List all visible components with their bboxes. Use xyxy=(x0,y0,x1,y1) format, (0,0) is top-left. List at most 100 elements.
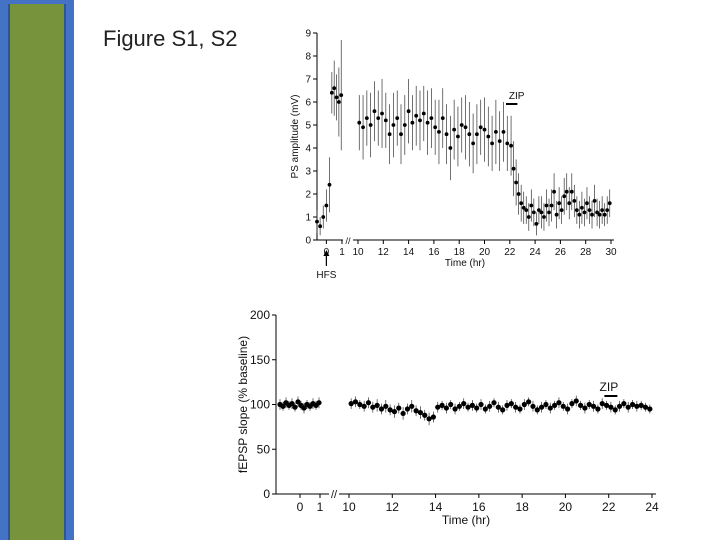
data-point xyxy=(463,125,468,130)
x-tick-label: 24 xyxy=(530,247,542,258)
data-point xyxy=(500,407,506,413)
y-tick-label: 100 xyxy=(250,398,270,412)
data-point xyxy=(600,208,605,213)
hfs-label: HFS xyxy=(316,270,336,281)
data-point xyxy=(452,406,458,412)
data-point xyxy=(621,401,627,407)
data-point xyxy=(443,405,449,411)
data-point xyxy=(361,125,365,130)
data-point xyxy=(396,405,402,411)
data-point xyxy=(437,130,441,134)
x-tick-label: 14 xyxy=(429,500,443,514)
y-tick-label: 50 xyxy=(257,442,271,456)
data-point xyxy=(642,404,649,410)
y-tick-label: 2 xyxy=(305,190,311,201)
zip-label: ZIP xyxy=(600,380,619,394)
data-point xyxy=(521,205,526,210)
data-point xyxy=(289,401,295,407)
data-point xyxy=(493,130,498,134)
data-point xyxy=(547,210,551,215)
x-tick-label: 30 xyxy=(605,247,617,258)
y-tick-label: 150 xyxy=(250,353,270,367)
data-point xyxy=(391,123,396,127)
data-point xyxy=(605,208,610,213)
data-point xyxy=(542,215,546,219)
x-tick-label: 28 xyxy=(580,247,592,258)
data-point xyxy=(475,132,479,137)
data-point xyxy=(567,201,572,206)
data-point xyxy=(430,414,437,420)
x-axis-label: Time (hr) xyxy=(445,258,485,269)
data-point xyxy=(534,407,540,413)
x-tick-label: 18 xyxy=(454,247,466,258)
side-accent-bar xyxy=(0,0,74,540)
x-tick-label: 16 xyxy=(472,500,486,514)
data-point xyxy=(580,205,584,210)
y-tick-label: 0 xyxy=(263,487,270,501)
data-point xyxy=(526,215,531,219)
data-point xyxy=(348,401,354,407)
data-point xyxy=(634,403,640,409)
data-point xyxy=(521,401,527,408)
data-point xyxy=(543,401,549,408)
data-point xyxy=(329,90,334,95)
data-point xyxy=(339,93,344,97)
data-point xyxy=(387,132,392,137)
data-point xyxy=(590,403,597,409)
x-tick-label: 0 xyxy=(297,500,304,514)
data-point xyxy=(602,212,607,217)
data-point xyxy=(569,401,575,407)
data-point xyxy=(529,203,534,208)
x-tick-label: 1 xyxy=(339,247,345,258)
data-point xyxy=(595,210,599,215)
data-point xyxy=(383,403,389,409)
side-accent-inner xyxy=(8,4,66,540)
data-point xyxy=(585,201,589,206)
data-point xyxy=(638,402,644,408)
data-point xyxy=(295,399,301,405)
x-tick-label: 24 xyxy=(645,500,659,514)
data-point xyxy=(505,141,510,146)
data-point xyxy=(444,132,449,137)
y-axis-label: fEPSP slope (% baseline) xyxy=(236,336,250,473)
data-point xyxy=(495,404,501,410)
data-point xyxy=(516,192,521,196)
data-point xyxy=(456,403,462,409)
data-point xyxy=(586,401,592,408)
data-point xyxy=(357,120,362,125)
data-point xyxy=(592,199,597,203)
data-point xyxy=(607,201,612,206)
data-point xyxy=(490,141,494,146)
data-point xyxy=(559,208,564,213)
x-axis-break-mark: // xyxy=(345,236,351,246)
x-tick-label: 12 xyxy=(378,247,390,258)
data-point xyxy=(332,86,337,91)
data-point xyxy=(452,127,457,132)
data-point xyxy=(414,113,419,118)
data-point xyxy=(478,125,483,130)
data-point xyxy=(549,203,554,208)
data-point xyxy=(469,402,475,408)
data-point xyxy=(513,404,519,410)
data-point xyxy=(399,132,403,137)
data-point xyxy=(334,95,339,100)
data-point xyxy=(387,407,393,413)
data-point xyxy=(616,403,623,409)
x-tick-label: 18 xyxy=(515,500,529,514)
data-point xyxy=(625,404,631,410)
data-point xyxy=(603,402,610,408)
data-point xyxy=(417,409,424,416)
data-point xyxy=(560,403,566,409)
data-point xyxy=(612,407,618,413)
data-point xyxy=(539,404,545,410)
data-point xyxy=(324,203,329,208)
data-point xyxy=(378,406,385,412)
x-tick-label: 1 xyxy=(317,500,324,514)
data-point xyxy=(573,398,579,404)
data-point xyxy=(461,401,467,407)
data-point xyxy=(574,208,579,213)
data-point xyxy=(465,404,471,410)
data-point xyxy=(280,403,286,409)
